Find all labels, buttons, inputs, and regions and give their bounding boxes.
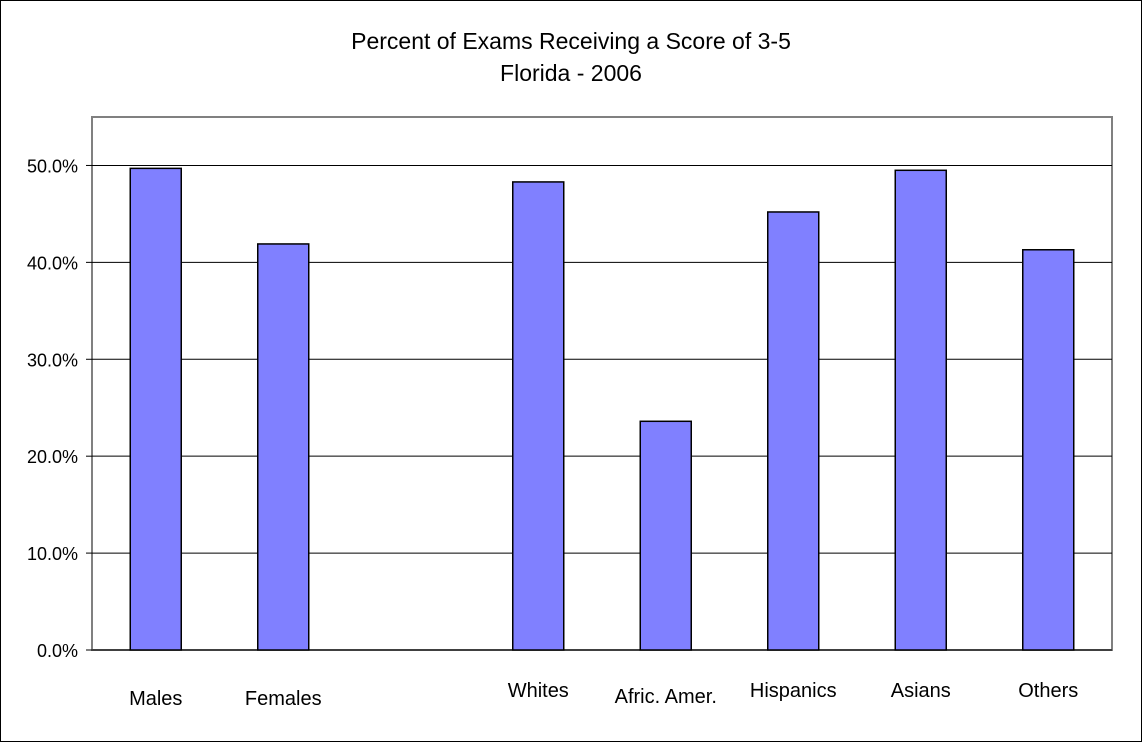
y-tick-label: 0.0% bbox=[37, 641, 78, 661]
x-axis-labels: Males Females Whites Afric. Amer. Hispanics A… bbox=[129, 680, 1078, 710]
y-tick-label: 40.0% bbox=[27, 253, 78, 273]
bar-asians bbox=[894, 169, 947, 651]
x-tick-label: Females bbox=[245, 688, 322, 710]
bar-males bbox=[129, 167, 182, 651]
y-tick-label: 30.0% bbox=[27, 350, 78, 370]
x-tick-label: Afric. Amer. bbox=[615, 686, 717, 708]
x-tick-label: Others bbox=[1018, 680, 1078, 702]
y-tick-label: 50.0% bbox=[27, 156, 78, 176]
bars bbox=[129, 167, 1075, 651]
gridlines bbox=[86, 116, 1113, 651]
x-tick-label: Whites bbox=[508, 680, 569, 702]
x-tick-label: Males bbox=[129, 688, 182, 710]
x-tick-label: Asians bbox=[891, 680, 951, 702]
bar-afric-amer bbox=[639, 420, 692, 651]
bar-others bbox=[1022, 249, 1075, 651]
bar-females bbox=[257, 243, 310, 651]
plot-area bbox=[91, 116, 1113, 651]
bar-whites bbox=[512, 181, 565, 651]
y-tick-label: 20.0% bbox=[27, 447, 78, 467]
y-tick-label: 10.0% bbox=[27, 544, 78, 564]
chart-subtitle: Florida - 2006 bbox=[500, 60, 642, 86]
y-axis-ticks: 0.0% 10.0% 20.0% 30.0% 40.0% 50.0% bbox=[27, 156, 78, 661]
bar-hispanics bbox=[767, 211, 820, 651]
x-tick-label: Hispanics bbox=[750, 680, 837, 702]
chart-title: Percent of Exams Receiving a Score of 3-… bbox=[351, 28, 791, 54]
